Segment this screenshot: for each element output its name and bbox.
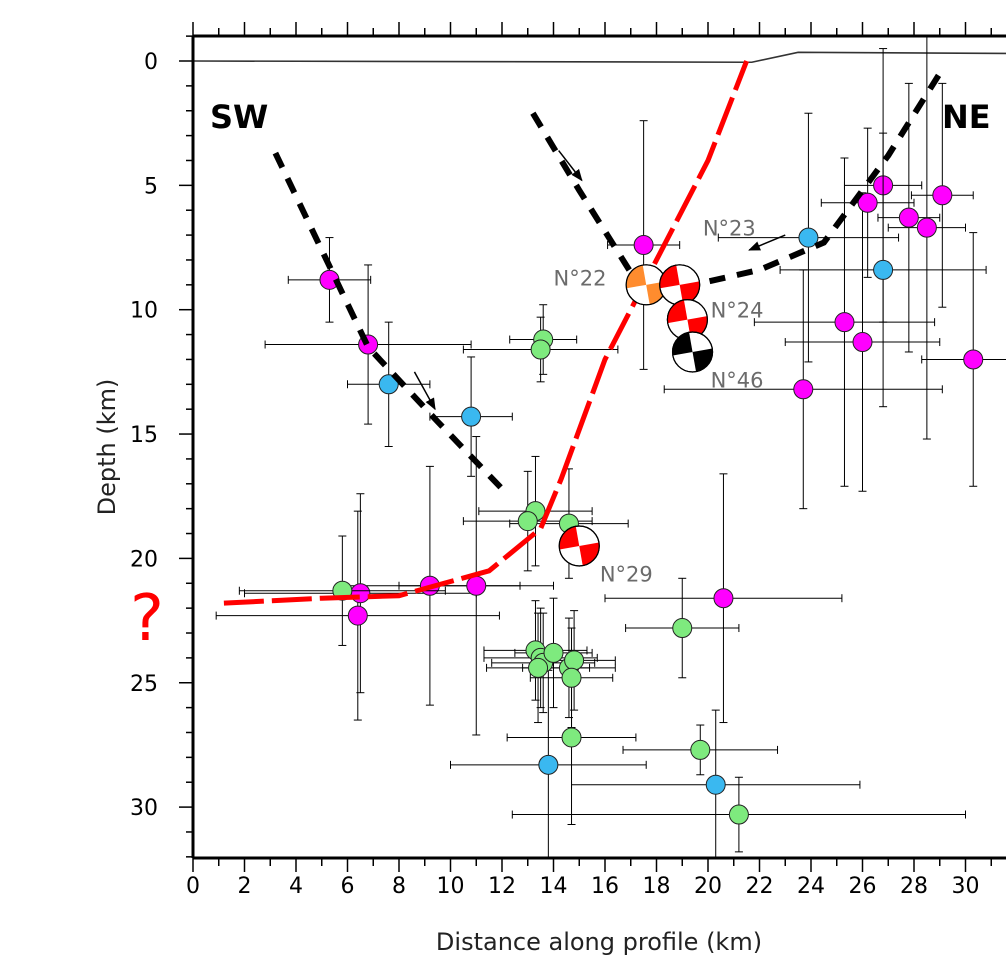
slip-arrow (558, 150, 583, 182)
beachball-compression (579, 542, 600, 566)
event-point (633, 235, 654, 256)
event-point (672, 618, 693, 639)
event-point (898, 207, 919, 228)
event-point (793, 379, 814, 400)
x-tick-label: 22 (746, 874, 774, 899)
x-tick-label: 28 (900, 874, 928, 899)
x-tick-label: 8 (392, 874, 406, 899)
event-point (690, 739, 711, 760)
x-tick-label: 14 (540, 874, 568, 899)
event-point (834, 312, 855, 333)
annotation-layer: N°22 N°23 N°24 N°46 N°29 (554, 217, 764, 587)
slip-arrow (748, 234, 786, 251)
mechanism-label: N°22 (554, 266, 607, 290)
mechanism-label: N°23 (703, 217, 756, 241)
topography-line (193, 51, 1006, 64)
x-tick-label: 4 (289, 874, 303, 899)
event-point (347, 605, 368, 626)
x-tick-label: 24 (797, 874, 825, 899)
y-tick-label: 25 (130, 672, 158, 697)
interpreted-fault-line (223, 60, 749, 606)
event-point (564, 650, 585, 671)
region-label-ne: NE (942, 98, 991, 136)
slip-arrow (413, 371, 436, 411)
event-point (461, 406, 482, 427)
focal-mechanism (671, 331, 714, 373)
x-tick-label: 18 (643, 874, 671, 899)
event-point (528, 657, 549, 678)
x-tick-label: 26 (849, 874, 877, 899)
event-point (916, 217, 937, 238)
y-tick-label: 5 (144, 174, 158, 199)
x-tick-label: 0 (186, 874, 200, 899)
x-tick-label: 6 (341, 874, 355, 899)
y-tick-label: 10 (130, 299, 158, 324)
series-magenta-events (215, 36, 1006, 736)
event-point (530, 339, 551, 360)
question-mark: ? (130, 582, 164, 656)
beachball-compression (659, 265, 680, 289)
x-tick-label: 30 (952, 874, 980, 899)
axes-frame (179, 22, 1006, 872)
event-point (728, 804, 749, 825)
event-point (350, 583, 371, 604)
y-tick-label: 0 (144, 50, 158, 75)
y-tick-label: 15 (130, 423, 158, 448)
event-point (543, 642, 564, 663)
plot-area (193, 36, 1006, 858)
series-blue-events (347, 112, 987, 858)
event-point (561, 667, 582, 688)
event-point (378, 374, 399, 395)
x-tick-label: 12 (488, 874, 516, 899)
x-tick-label: 20 (694, 874, 722, 899)
event-point (857, 192, 878, 213)
x-tick-label: 10 (437, 874, 465, 899)
event-point (517, 511, 538, 532)
event-point (713, 588, 734, 609)
focal-mechanism (659, 264, 701, 306)
dashed-fault-3 (681, 71, 943, 291)
y-tick-label: 20 (130, 547, 158, 572)
event-point (561, 727, 582, 748)
series-green-events (238, 304, 966, 853)
event-point (873, 259, 894, 280)
y-tick-label: 30 (130, 796, 158, 821)
region-label-sw: SW (210, 98, 268, 136)
event-point (466, 575, 487, 596)
dashed-fault-2 (530, 111, 634, 274)
beachball-outline (558, 525, 600, 567)
event-point (538, 754, 559, 775)
event-point (963, 349, 984, 370)
event-point (798, 227, 819, 248)
mechanism-label: N°24 (711, 299, 764, 323)
beachball-outline (671, 331, 714, 373)
event-point (705, 774, 726, 795)
x-axis-title: Distance along profile (km) (436, 928, 762, 956)
beachball-compression (626, 265, 647, 289)
beachball-compression (672, 332, 693, 356)
beachball-compression (667, 299, 688, 324)
dashed-fault-1 (272, 151, 505, 491)
beachball-compression (679, 281, 700, 305)
beachball-compression (559, 526, 580, 550)
y-axis-title: Depth (km) (93, 379, 121, 516)
beachball-compression (692, 348, 713, 372)
mechanism-label: N°29 (600, 562, 653, 586)
mechanism-label: N°46 (711, 368, 764, 392)
event-point (852, 332, 873, 353)
x-tick-label: 16 (591, 874, 619, 899)
x-tick-label: 2 (238, 874, 252, 899)
tick-labels: 0246810121416182022242628303051015202530 (130, 50, 980, 899)
event-point (932, 185, 953, 206)
focal-mechanism (558, 525, 600, 567)
